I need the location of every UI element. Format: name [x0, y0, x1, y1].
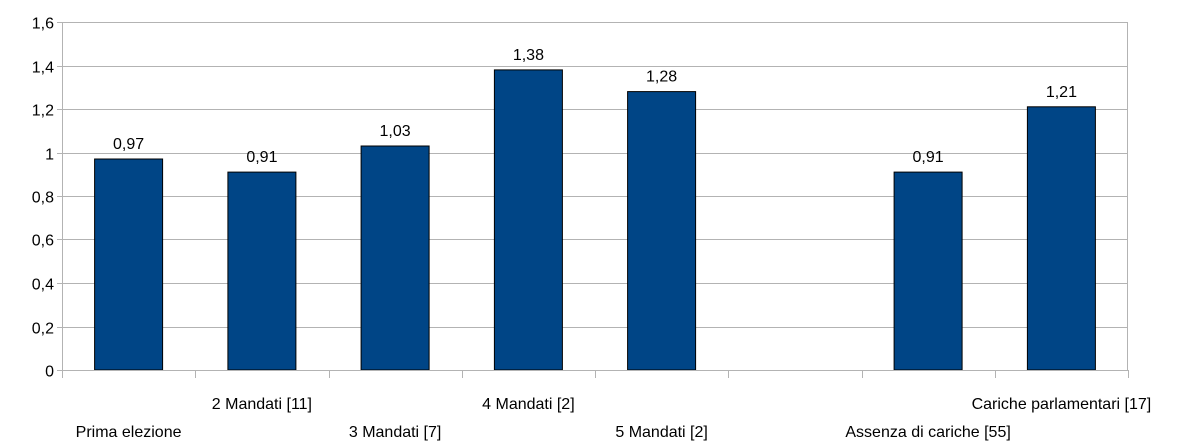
y-tick-label: 0,6	[32, 233, 54, 250]
bar-value-label: 1,38	[513, 47, 544, 64]
x-category-label: Prima elezione	[76, 424, 182, 441]
y-tick-label: 1,6	[32, 16, 54, 33]
x-tick-labels: Prima elezione 2 Mandati [11] 3 Mandati [7…	[76, 396, 1152, 441]
value-labels: 0,97 0,91 1,03 1,38 1,28 0,91 1,21	[113, 47, 1077, 166]
y-tick-label: 1,2	[32, 103, 54, 120]
y-tick-label: 0,4	[32, 277, 54, 294]
bar-value-label: 1,28	[646, 69, 677, 86]
bar	[227, 171, 297, 371]
x-category-label: 5 Mandati [2]	[615, 424, 708, 441]
x-category-label: 3 Mandati [7]	[349, 424, 442, 441]
x-category-label: Assenza di cariche [55]	[845, 424, 1010, 441]
bars	[94, 69, 1096, 371]
bar-value-label: 0,97	[113, 136, 144, 153]
bar	[627, 91, 697, 371]
bar	[1026, 106, 1096, 371]
y-tick-labels: 0 0,2 0,4 0,6 0,8 1 1,2 1,4 1,6	[32, 16, 54, 381]
bar-value-label: 0,91	[246, 149, 277, 166]
bar	[94, 158, 164, 371]
x-category-label: Cariche parlamentari [17]	[972, 396, 1152, 413]
bar	[493, 69, 563, 371]
x-category-label: 2 Mandati [11]	[212, 396, 312, 413]
bar-value-label: 1,21	[1046, 84, 1077, 101]
axes	[57, 22, 1129, 378]
y-tick-label: 0,8	[32, 190, 54, 207]
bar	[360, 145, 430, 371]
y-tick-label: 0,2	[32, 321, 54, 338]
bar-value-label: 1,03	[380, 123, 411, 140]
gridlines	[62, 22, 1128, 328]
x-category-label: 4 Mandati [2]	[482, 396, 575, 413]
bar-value-label: 0,91	[913, 149, 944, 166]
y-tick-label: 1	[45, 147, 54, 164]
y-tick-label: 0	[45, 364, 54, 381]
y-tick-label: 1,4	[32, 60, 54, 77]
bar	[893, 171, 963, 371]
